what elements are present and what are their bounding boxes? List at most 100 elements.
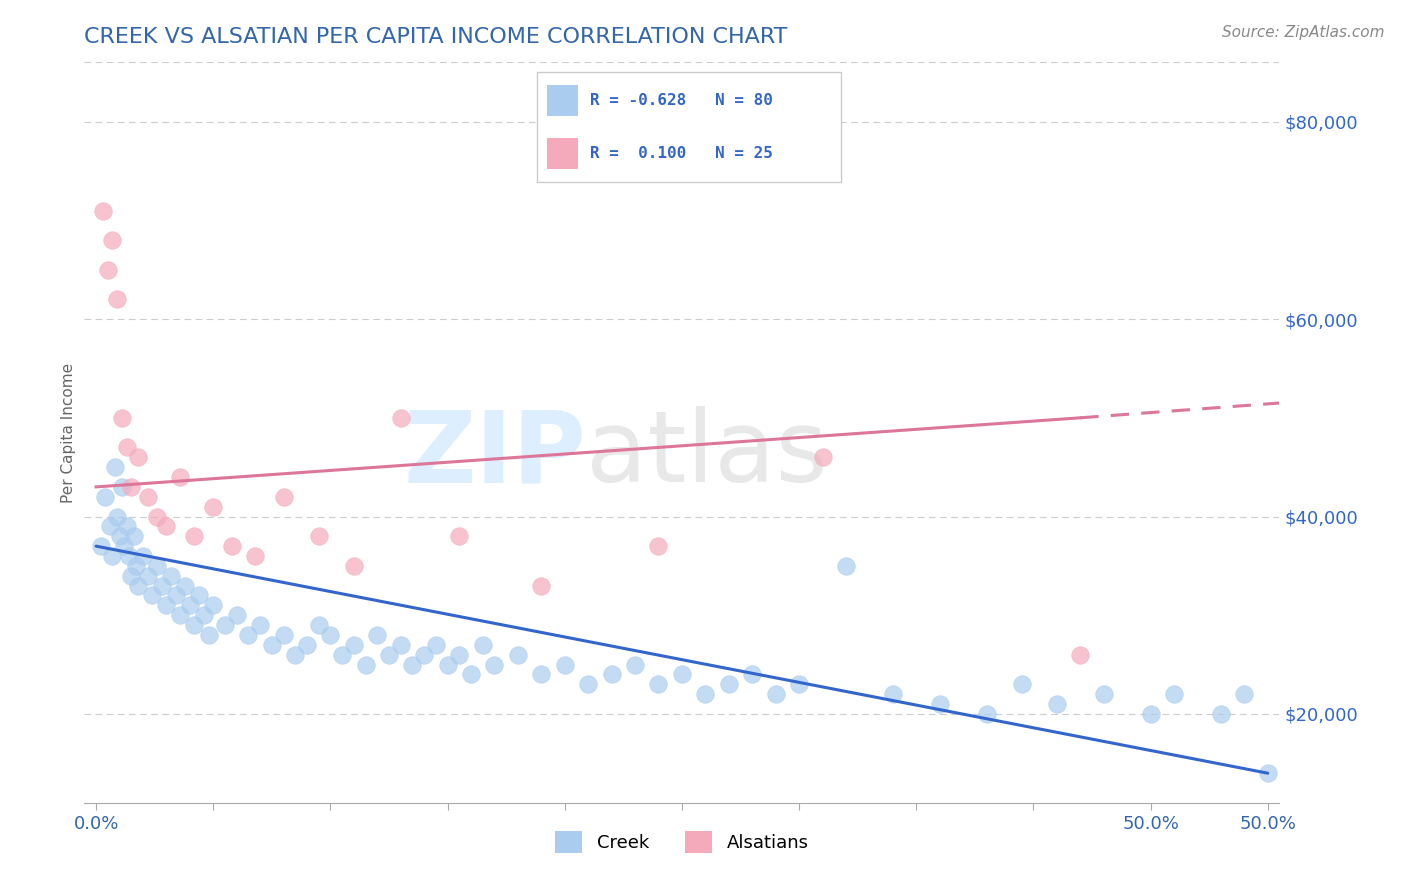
Point — [308, 618, 330, 632]
Point — [389, 638, 412, 652]
Point — [366, 628, 388, 642]
Text: ZIP: ZIP — [404, 407, 586, 503]
Point — [165, 589, 187, 603]
Point — [115, 519, 138, 533]
Point — [811, 450, 834, 465]
Point — [179, 599, 201, 613]
Point — [183, 529, 205, 543]
FancyBboxPatch shape — [537, 72, 841, 182]
Point — [319, 628, 342, 642]
Point — [273, 628, 295, 642]
Point — [1257, 766, 1279, 780]
Point — [115, 441, 138, 455]
Text: Source: ZipAtlas.com: Source: ZipAtlas.com — [1222, 25, 1385, 40]
Point — [136, 490, 159, 504]
Point — [389, 410, 412, 425]
Point — [101, 233, 124, 247]
Point — [108, 529, 131, 543]
Point — [97, 262, 120, 277]
Point — [787, 677, 810, 691]
Point — [1011, 677, 1033, 691]
Point — [221, 539, 243, 553]
Point — [105, 509, 128, 524]
Point — [146, 558, 169, 573]
Point — [122, 529, 145, 543]
Point — [118, 549, 141, 563]
Point — [343, 558, 366, 573]
Point — [249, 618, 271, 632]
Point — [136, 568, 159, 582]
Text: R = -0.628   N = 80: R = -0.628 N = 80 — [591, 93, 773, 108]
Point — [174, 579, 197, 593]
Point — [141, 589, 163, 603]
Point — [530, 579, 553, 593]
Point — [717, 677, 740, 691]
Point — [436, 657, 458, 672]
Point — [425, 638, 447, 652]
Point — [202, 599, 225, 613]
Point — [155, 519, 177, 533]
Legend: Creek, Alsatians: Creek, Alsatians — [548, 824, 815, 861]
Point — [647, 539, 669, 553]
Point — [506, 648, 529, 662]
Point — [111, 410, 134, 425]
Point — [146, 509, 169, 524]
Point — [765, 687, 787, 701]
Point — [284, 648, 307, 662]
Point — [413, 648, 436, 662]
Point — [111, 480, 134, 494]
Point — [354, 657, 377, 672]
Point — [245, 549, 267, 563]
Point — [225, 608, 247, 623]
Point — [695, 687, 717, 701]
Point — [471, 638, 494, 652]
Point — [127, 579, 149, 593]
Point — [155, 599, 177, 613]
Point — [125, 558, 148, 573]
Point — [98, 519, 121, 533]
Point — [120, 568, 142, 582]
Point — [671, 667, 693, 681]
Point — [343, 638, 366, 652]
Point — [308, 529, 330, 543]
Point — [214, 618, 236, 632]
Point — [530, 667, 553, 681]
Point — [120, 480, 142, 494]
Point — [378, 648, 401, 662]
Point — [1069, 648, 1091, 662]
Point — [600, 667, 623, 681]
Point — [449, 529, 471, 543]
Point — [112, 539, 135, 553]
Point — [105, 293, 128, 307]
Point — [238, 628, 260, 642]
Text: R =  0.100   N = 25: R = 0.100 N = 25 — [591, 146, 773, 161]
Point — [188, 589, 211, 603]
Point — [330, 648, 353, 662]
Point — [150, 579, 173, 593]
Point — [127, 450, 149, 465]
Point — [484, 657, 506, 672]
Point — [132, 549, 155, 563]
Point — [169, 470, 191, 484]
FancyBboxPatch shape — [547, 138, 578, 169]
Point — [1209, 706, 1232, 721]
Point — [460, 667, 482, 681]
Point — [835, 558, 858, 573]
Point — [554, 657, 576, 672]
Point — [101, 549, 124, 563]
Point — [94, 490, 117, 504]
Point — [273, 490, 295, 504]
Point — [741, 667, 763, 681]
Point — [1046, 697, 1069, 711]
Point — [260, 638, 283, 652]
Point — [928, 697, 950, 711]
Point — [104, 460, 127, 475]
Point — [295, 638, 318, 652]
Text: CREEK VS ALSATIAN PER CAPITA INCOME CORRELATION CHART: CREEK VS ALSATIAN PER CAPITA INCOME CORR… — [84, 27, 787, 47]
Point — [169, 608, 191, 623]
Point — [1163, 687, 1185, 701]
Point — [401, 657, 423, 672]
Point — [183, 618, 205, 632]
Point — [202, 500, 225, 514]
Point — [1233, 687, 1256, 701]
